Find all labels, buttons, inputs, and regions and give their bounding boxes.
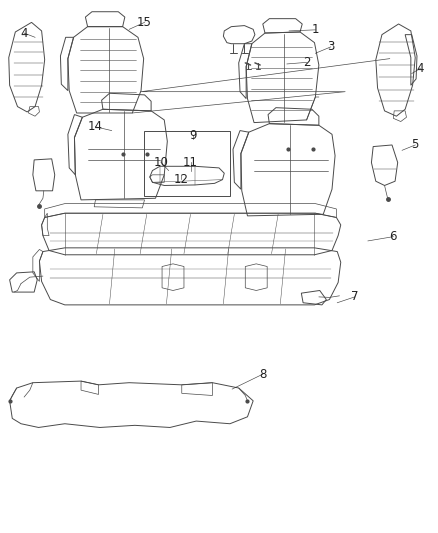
Text: 8: 8: [259, 368, 266, 381]
Text: 4: 4: [417, 62, 424, 75]
Text: 11: 11: [183, 156, 198, 168]
Text: 9: 9: [189, 129, 197, 142]
Text: 10: 10: [153, 156, 168, 168]
Text: 14: 14: [88, 120, 103, 133]
Text: 3: 3: [327, 41, 334, 53]
Text: 4: 4: [20, 27, 28, 39]
Text: 5: 5: [412, 139, 419, 151]
Text: 2: 2: [303, 56, 311, 69]
Text: 12: 12: [173, 173, 188, 185]
Text: 1: 1: [311, 23, 319, 36]
Text: 6: 6: [389, 230, 397, 243]
Text: 15: 15: [137, 16, 152, 29]
Text: 7: 7: [351, 290, 359, 303]
